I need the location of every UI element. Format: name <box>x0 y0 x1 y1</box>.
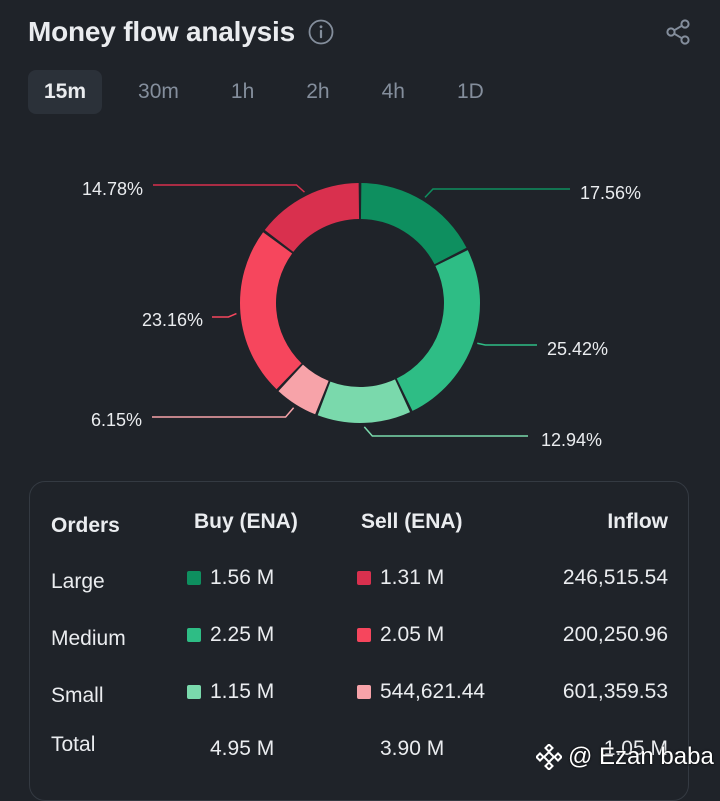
buy-swatch-medium <box>187 628 201 642</box>
row-label-large: Large <box>51 570 105 593</box>
inflow-medium: 200,250.96 <box>562 623 668 646</box>
header-buy: Buy (ENA) <box>194 510 298 533</box>
donut-svg: 17.56% 25.42% 12.94% 6.15% 23.16% 14.78% <box>82 179 641 450</box>
leader-line <box>424 188 570 198</box>
tab-30m[interactable]: 30m <box>138 80 179 103</box>
sell-small: 544,621.44 <box>380 680 486 703</box>
tab-1h[interactable]: 1h <box>230 80 255 103</box>
tab-15m[interactable]: 15m <box>28 70 103 114</box>
buy-medium: 2.25 M <box>210 623 275 646</box>
row-label-small: Small <box>51 684 104 707</box>
segment-label: 6.15% <box>91 410 142 430</box>
leader-line <box>153 184 305 193</box>
tab-1d[interactable]: 1D <box>456 80 484 103</box>
sell-swatch-medium <box>357 628 371 642</box>
sell-swatch-small <box>357 685 371 699</box>
watermark-text: @ Ezan baba <box>568 743 714 770</box>
header-orders: Orders <box>51 514 120 537</box>
segment-label: 14.78% <box>82 179 143 199</box>
row-label-medium: Medium <box>51 627 126 650</box>
donut-segment <box>317 379 411 424</box>
leader-line <box>363 426 528 437</box>
buy-large: 1.56 M <box>210 566 275 589</box>
sell-swatch-large <box>357 571 371 585</box>
donut-segment <box>360 183 467 265</box>
orders-table: Orders Buy (ENA) Sell (ENA) Inflow Large… <box>29 481 689 801</box>
inflow-large: 246,515.54 <box>562 566 668 589</box>
segment-label: 25.42% <box>547 339 608 359</box>
sell-medium: 2.05 M <box>380 623 445 646</box>
header-inflow: Inflow <box>607 510 668 533</box>
buy-swatch-small <box>187 685 201 699</box>
donut-chart: 17.56% 25.42% 12.94% 6.15% 23.16% 14.78% <box>0 140 720 480</box>
share-icon[interactable] <box>664 18 692 46</box>
segment-label: 23.16% <box>142 310 203 330</box>
page-title: Money flow analysis <box>28 16 295 47</box>
inflow-total: 1.05 M <box>603 737 668 760</box>
binance-logo-icon <box>536 744 562 770</box>
header: Money flow analysis <box>28 14 692 50</box>
buy-total: 4.95 M <box>210 737 275 760</box>
watermark: @ Ezan baba <box>536 743 714 771</box>
timeframe-tabs: 15m 30m 1h 2h 4h 1D <box>28 70 520 114</box>
tab-2h[interactable]: 2h <box>306 80 330 103</box>
buy-small: 1.15 M <box>210 680 275 703</box>
sell-large: 1.31 M <box>380 566 445 589</box>
inflow-small: 601,359.53 <box>562 680 668 703</box>
buy-swatch-large <box>187 571 201 585</box>
donut-segment <box>264 183 360 252</box>
info-icon[interactable] <box>308 19 334 45</box>
header-sell: Sell (ENA) <box>361 510 463 533</box>
leader-line <box>212 312 237 318</box>
donut-segment <box>396 250 480 411</box>
segment-label: 17.56% <box>580 183 641 203</box>
leader-line <box>152 407 295 418</box>
donut-segment <box>278 364 329 415</box>
donut-segment <box>239 232 302 390</box>
leader-line <box>477 342 537 346</box>
sell-total: 3.90 M <box>380 737 445 760</box>
row-label-total: Total <box>51 733 96 756</box>
tab-4h[interactable]: 4h <box>381 80 405 103</box>
segment-label: 12.94% <box>541 430 602 450</box>
